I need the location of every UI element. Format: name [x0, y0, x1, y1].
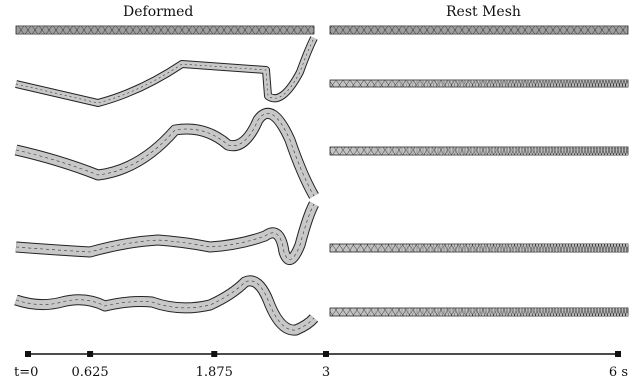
deformed-strip-t1 [15, 36, 318, 107]
deformed-strip-t3 [15, 201, 319, 265]
rest-mesh-strip-0 [329, 25, 629, 35]
rest-mesh-strip-4 [329, 307, 629, 317]
timeline-tick-marker [615, 351, 621, 357]
timeline-tick-marker [211, 351, 218, 357]
deformed-strip-t4 [14, 275, 319, 336]
deformed-panel-title: Deformed [123, 4, 194, 20]
rest-mesh-strip-2 [329, 146, 629, 156]
deformed-strip-t2 [14, 107, 319, 199]
rest-mesh-strip-1 [329, 79, 629, 88]
timeline-tick-label: 0.625 [71, 365, 108, 380]
timeline-tick-marker [323, 351, 329, 357]
timeline-tick-label: 3 [322, 365, 330, 380]
timeline-tick-label: t=0 [14, 365, 38, 380]
deformed-strip-t0 [15, 25, 315, 35]
timeline-tick-label: 1.875 [196, 365, 233, 380]
rest-mesh-strip-3 [329, 243, 629, 253]
timeline-ticks: t=0 0.625 1.875 3 6 s [14, 351, 628, 380]
rest-mesh-panel-title: Rest Mesh [446, 4, 521, 20]
timeline-tick-label: 6 s [609, 365, 628, 380]
timeline-tick-marker [87, 351, 94, 357]
timeline-tick-marker [25, 351, 31, 357]
